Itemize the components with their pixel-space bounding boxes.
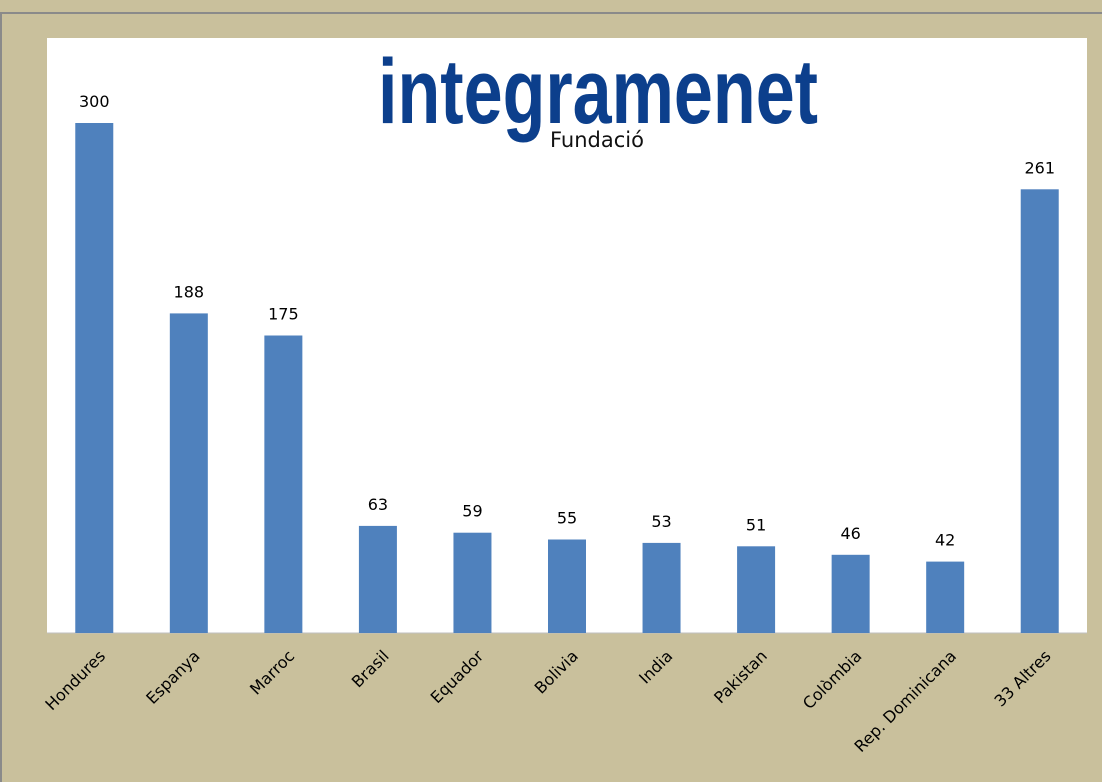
bar bbox=[1020, 189, 1059, 634]
logo: integramenet bbox=[378, 41, 818, 143]
value-label: 188 bbox=[174, 282, 205, 301]
bar bbox=[453, 532, 492, 633]
value-label: 42 bbox=[935, 531, 955, 550]
value-label: 59 bbox=[462, 502, 482, 521]
bar bbox=[926, 561, 965, 633]
value-label: 300 bbox=[79, 92, 110, 111]
bar bbox=[264, 335, 303, 633]
bar bbox=[831, 554, 870, 633]
bar bbox=[737, 546, 776, 633]
value-label: 51 bbox=[746, 515, 766, 534]
logo-subtitle: Fundació bbox=[550, 128, 644, 152]
frame bbox=[0, 12, 1102, 782]
value-label: 63 bbox=[368, 495, 388, 514]
value-label: 261 bbox=[1024, 158, 1055, 177]
bar bbox=[75, 123, 114, 633]
value-label: 55 bbox=[557, 509, 577, 528]
bar bbox=[169, 313, 208, 633]
bar bbox=[358, 525, 397, 633]
value-label: 46 bbox=[840, 524, 860, 543]
plot-area bbox=[47, 38, 1087, 633]
bar bbox=[548, 539, 586, 633]
bar bbox=[642, 542, 681, 633]
value-label: 53 bbox=[651, 512, 671, 531]
value-label: 175 bbox=[268, 305, 299, 324]
